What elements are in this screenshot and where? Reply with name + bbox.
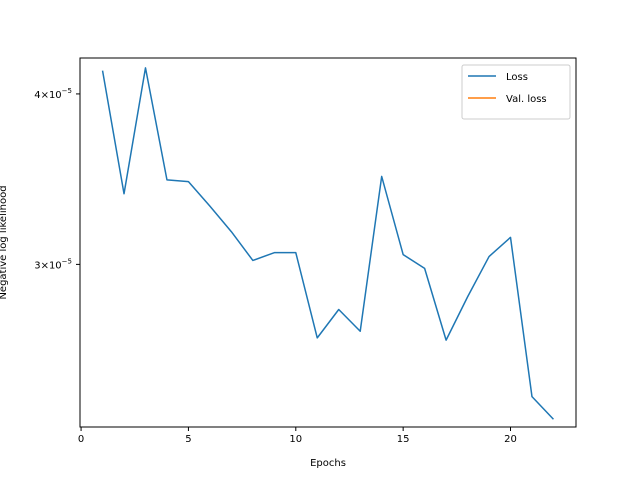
legend-box	[461, 64, 571, 120]
plot-area	[101, 67, 554, 420]
plot-frame	[79, 57, 577, 428]
legend: Loss Val. loss	[461, 64, 571, 120]
x-tick-label: 10	[289, 434, 302, 445]
x-axis-ticks: 0 5 10 15 20	[78, 427, 517, 445]
y-axis-label: Negative log likelihood	[0, 185, 9, 299]
x-tick-label: 5	[185, 434, 191, 445]
series-line-1	[101, 67, 554, 420]
legend-label: Val. loss	[506, 94, 547, 105]
x-tick-label: 20	[504, 434, 517, 445]
legend-label: Loss	[506, 72, 528, 83]
y-axis-ticks: 3×10−5 4×10−5	[34, 87, 80, 271]
x-tick-label: 0	[78, 434, 84, 445]
x-axis-label: Epochs	[310, 458, 346, 469]
y-tick-label: 4×10−5	[34, 87, 72, 101]
x-tick-label: 15	[397, 434, 410, 445]
y-tick-label: 3×10−5	[34, 257, 72, 271]
